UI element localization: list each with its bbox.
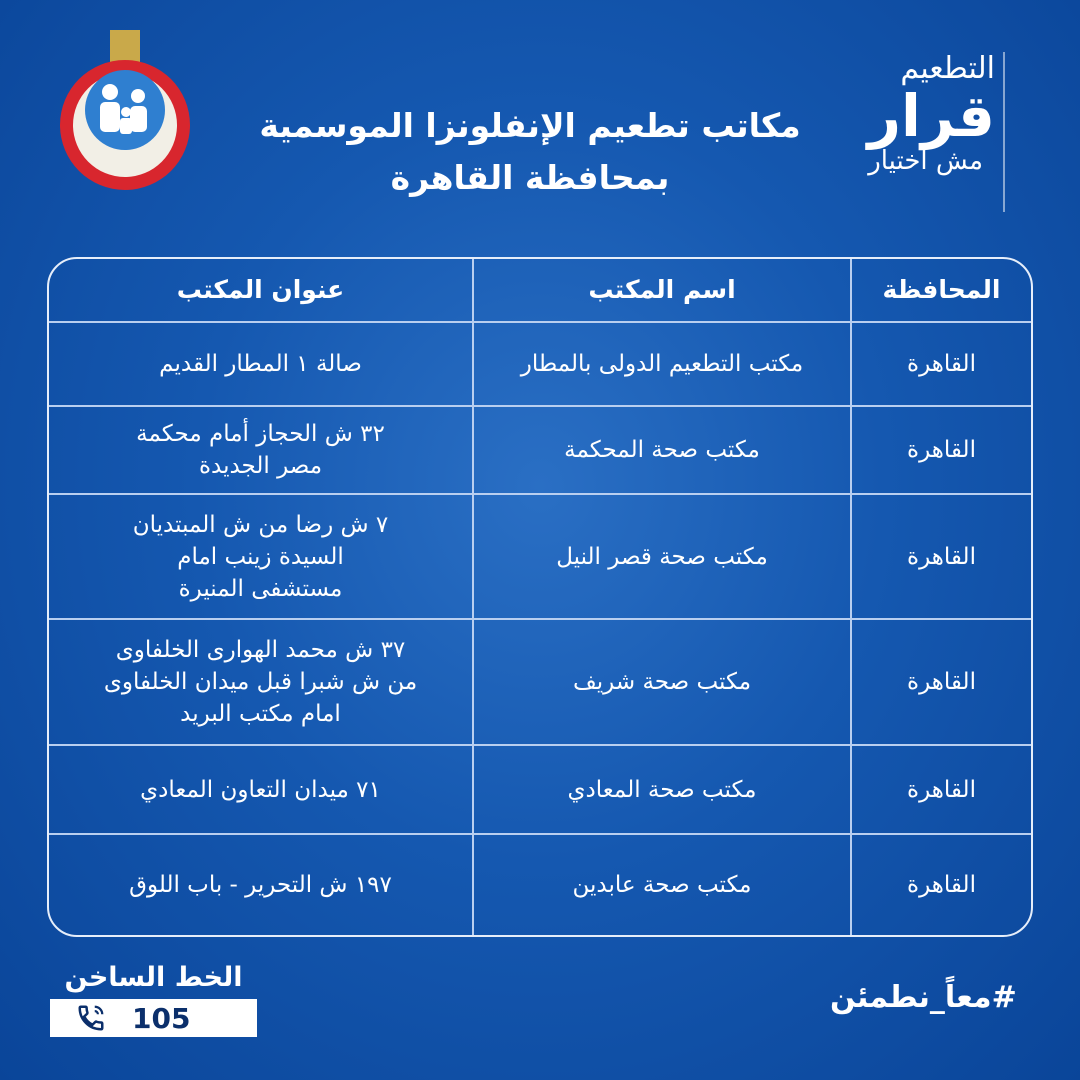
cell-office: مكتب صحة المحكمة xyxy=(472,407,850,493)
table-row: القاهرة مكتب صحة المعادي ٧١ ميدان التعاو… xyxy=(49,746,1031,835)
cell-office: مكتب صحة عابدين xyxy=(472,835,850,935)
slogan-line-1: التطعيم xyxy=(900,51,995,86)
header-address: عنوان المكتب xyxy=(176,275,345,304)
cell-office: مكتب صحة قصر النيل xyxy=(472,495,850,618)
cell-address: ٣٧ ش محمد الهوارى الخلفاوى من ش شبرا قبل… xyxy=(103,637,418,727)
cell-office: مكتب التطعيم الدولى بالمطار xyxy=(472,323,850,405)
header-office: اسم المكتب xyxy=(472,259,850,321)
cell-office: مكتب صحة المعادي xyxy=(472,746,850,833)
cell-governorate: القاهرة xyxy=(850,746,1031,833)
title-line-1: مكاتب تطعيم الإنفلونزا الموسمية xyxy=(259,106,801,145)
slogan-line-3: مش اختيار xyxy=(868,146,983,176)
hotline-number: 105 xyxy=(132,1001,191,1035)
cell-governorate: القاهرة xyxy=(850,407,1031,493)
ministry-logo xyxy=(52,30,198,190)
slogan-frame xyxy=(1003,52,1005,212)
hashtag: #معاً_نطمئن xyxy=(830,980,1017,1015)
title-line-2: بمحافظة القاهرة xyxy=(390,158,670,197)
slogan: التطعيم قرار مش اختيار xyxy=(840,52,1005,212)
cell-address: ١٩٧ ش التحرير - باب اللوق xyxy=(129,872,392,898)
cell-governorate: القاهرة xyxy=(850,620,1031,744)
table-row: القاهرة مكتب صحة عابدين ١٩٧ ش التحرير - … xyxy=(49,835,1031,935)
table-row: القاهرة مكتب صحة شريف ٣٧ ش محمد الهوارى … xyxy=(49,620,1031,746)
table-row: القاهرة مكتب صحة قصر النيل ٧ ش رضا من ش … xyxy=(49,495,1031,620)
cell-governorate: القاهرة xyxy=(850,323,1031,405)
phone-icon xyxy=(78,1005,104,1031)
cell-address: ٧١ ميدان التعاون المعادي xyxy=(140,776,381,803)
table-row: القاهرة مكتب التطعيم الدولى بالمطار صالة… xyxy=(49,323,1031,407)
table-header: المحافظة اسم المكتب عنوان المكتب xyxy=(49,259,1031,323)
cell-office: مكتب صحة شريف xyxy=(472,620,850,744)
cell-address: صالة ١ المطار القديم xyxy=(159,351,362,377)
hotline: الخط الساخن 105 xyxy=(50,962,257,1037)
cell-address: ٣٢ ش الحجاز أمام محكمة مصر الجديدة xyxy=(136,421,385,479)
page-title: مكاتب تطعيم الإنفلونزا الموسمية بمحافظة … xyxy=(230,100,830,204)
offices-table: المحافظة اسم المكتب عنوان المكتب القاهرة… xyxy=(47,257,1033,937)
header-governorate: المحافظة xyxy=(850,259,1031,321)
table-row: القاهرة مكتب صحة المحكمة ٣٢ ش الحجاز أما… xyxy=(49,407,1031,495)
hotline-number-box: 105 xyxy=(50,999,257,1037)
cell-governorate: القاهرة xyxy=(850,495,1031,618)
cell-address: ٧ ش رضا من ش المبتديان السيدة زينب امام … xyxy=(132,511,389,602)
slogan-line-2: قرار xyxy=(867,82,995,150)
hotline-label: الخط الساخن xyxy=(64,962,243,993)
cell-governorate: القاهرة xyxy=(850,835,1031,935)
